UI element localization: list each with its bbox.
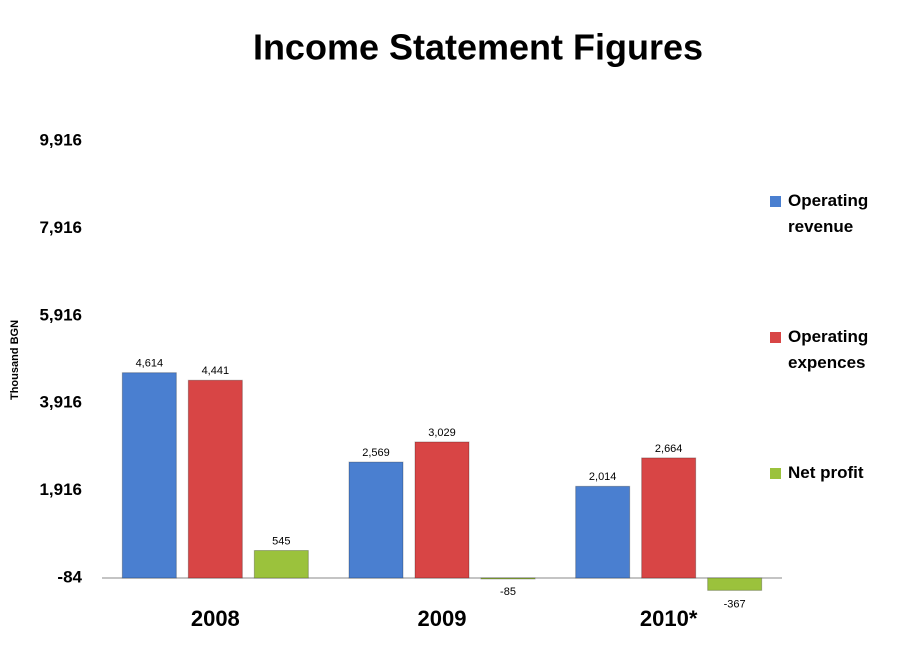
data-label: -367 — [724, 598, 746, 610]
y-tick-label: -84 — [57, 567, 82, 586]
legend-item: Operating expences — [770, 324, 905, 376]
legend-swatch — [770, 332, 781, 343]
data-label: 4,614 — [136, 358, 164, 370]
x-tick-label: 2010* — [640, 606, 698, 631]
y-tick-label: 1,916 — [39, 480, 82, 499]
data-label: 2,664 — [655, 443, 683, 455]
bar — [480, 577, 536, 580]
bar — [348, 461, 404, 579]
bar — [121, 372, 177, 579]
legend-label: Operating expences — [788, 327, 869, 372]
x-tick-label: 2008 — [191, 606, 240, 631]
y-tick-label: 5,916 — [39, 305, 82, 324]
data-label: 545 — [272, 535, 290, 547]
bar — [414, 441, 470, 579]
x-tick-label: 2009 — [418, 606, 467, 631]
legend-swatch — [770, 468, 781, 479]
bar — [187, 379, 243, 579]
legend-label: Net profit — [788, 463, 864, 482]
legend-swatch — [770, 196, 781, 207]
data-label: 2,014 — [589, 471, 617, 483]
bar — [575, 485, 631, 579]
y-tick-label: 7,916 — [39, 218, 82, 237]
bar — [641, 457, 697, 579]
y-tick-label: 3,916 — [39, 393, 82, 412]
legend-item: Operating revenue — [770, 188, 905, 240]
bar — [253, 550, 309, 579]
legend-item: Net profit — [770, 460, 905, 486]
chart-title: Income Statement Figures — [253, 27, 703, 68]
data-label: 4,441 — [202, 365, 230, 377]
data-label: -85 — [500, 586, 516, 598]
y-axis-title: Thousand BGN — [9, 320, 21, 400]
data-label: 3,029 — [428, 427, 456, 439]
y-tick-label: 9,916 — [39, 130, 82, 149]
legend-label: Operating revenue — [788, 191, 869, 236]
data-label: 2,569 — [362, 447, 390, 459]
bar — [707, 577, 763, 591]
